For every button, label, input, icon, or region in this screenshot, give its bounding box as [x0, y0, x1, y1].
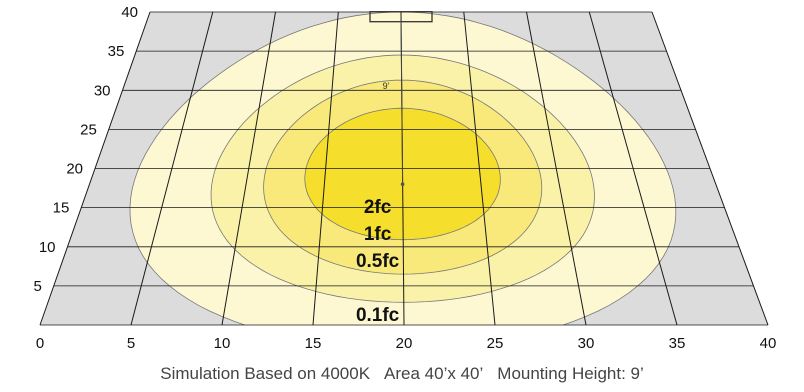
fixture-layer: 9’ [369, 11, 433, 186]
y-tick-label: 40 [121, 4, 138, 21]
y-tick-label: 15 [53, 200, 70, 217]
contour-labels: 0.1fc 0.5fc 1fc 2fc [356, 197, 400, 326]
aim-point [400, 182, 405, 186]
contour-label-0-5fc: 0.5fc [356, 251, 400, 272]
y-tick-label: 10 [39, 239, 56, 256]
mounting-height-label: 9’ [383, 81, 390, 91]
x-tick-label: 0 [36, 335, 44, 352]
y-tick-label: 30 [94, 82, 111, 99]
aim-line [400, 21, 404, 185]
x-tick-label: 40 [760, 335, 777, 352]
x-tick-label: 35 [669, 335, 686, 352]
x-tick-label: 5 [127, 335, 135, 352]
x-tick-label: 15 [305, 335, 322, 352]
caption-area: Area 40’x 40’ [384, 364, 484, 383]
contour-label-2fc: 2fc [364, 197, 392, 218]
y-tick-label: 20 [66, 161, 83, 178]
x-tick-label: 25 [487, 335, 504, 352]
x-tick-label: 30 [578, 335, 595, 352]
caption: Simulation Based on 4000K Area 40’x 40’ … [0, 362, 804, 386]
contour-label-1fc: 1fc [364, 224, 392, 245]
floor-grid [39, 11, 769, 326]
y-tick-label: 5 [33, 278, 41, 295]
y-tick-label: 35 [108, 43, 125, 60]
contour-label-0-1fc: 0.1fc [356, 305, 400, 326]
y-axis-tick-labels: 5 10 15 20 25 30 35 40 [33, 4, 138, 295]
x-axis-tick-labels: 0 5 10 15 20 25 30 35 40 [36, 335, 777, 352]
x-tick-label: 10 [214, 335, 231, 352]
y-tick-label: 25 [80, 121, 97, 138]
x-tick-label: 20 [396, 335, 413, 352]
caption-mounting: Mounting Height: 9’ [497, 364, 644, 383]
caption-simulation: Simulation Based on 4000K [160, 364, 371, 383]
